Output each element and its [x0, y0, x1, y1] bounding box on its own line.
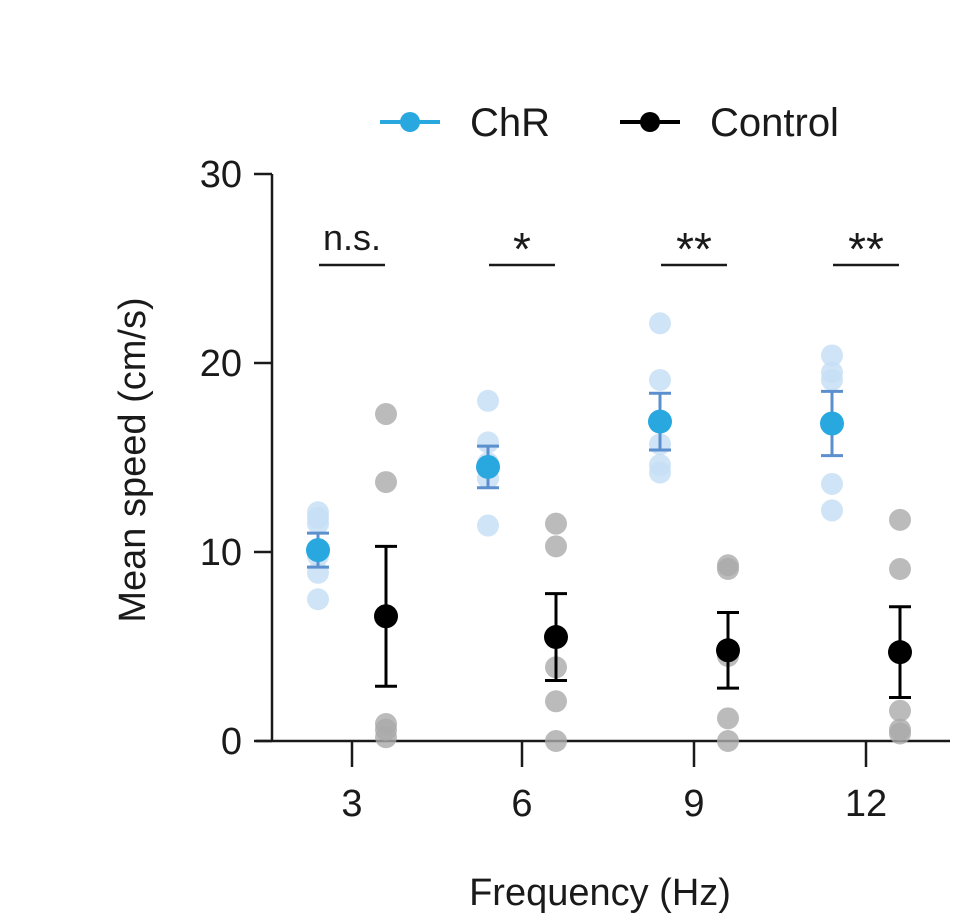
- error-bars: [307, 389, 911, 700]
- legend: ChR Control: [380, 101, 839, 145]
- control-data-point: [545, 535, 567, 558]
- legend-chr-marker: [400, 112, 420, 132]
- mean-markers: [306, 409, 912, 665]
- chr-data-point: [821, 499, 843, 522]
- control-mean-marker: [544, 625, 568, 650]
- y-tick-label: 0: [221, 721, 242, 763]
- chr-mean-marker: [306, 538, 330, 563]
- chr-data-point: [821, 472, 843, 495]
- control-data-point: [889, 508, 911, 531]
- control-mean-marker: [888, 640, 912, 665]
- chr-data-point: [307, 512, 329, 535]
- legend-chr-label: ChR: [470, 101, 550, 145]
- control-mean-marker: [716, 638, 740, 663]
- x-tick-label: 3: [341, 783, 362, 825]
- control-data-point: [717, 558, 739, 581]
- x-axis-title: Frequency (Hz): [469, 872, 731, 914]
- control-data-point: [889, 558, 911, 581]
- x-tick-label: 6: [511, 783, 532, 825]
- chr-mean-marker: [476, 454, 500, 479]
- control-data-point: [889, 722, 911, 745]
- chr-data-point: [821, 369, 843, 392]
- chr-data-point: [649, 461, 671, 484]
- control-data-point: [717, 707, 739, 730]
- control-data-point: [375, 403, 397, 426]
- control-data-point: [375, 726, 397, 749]
- y-tick-label: 30: [200, 154, 242, 196]
- significance-label: **: [676, 223, 712, 275]
- significance-markers: n.s. * ** **: [319, 217, 899, 275]
- chr-data-point: [477, 514, 499, 537]
- control-data-point: [717, 730, 739, 752]
- control-data-point: [545, 512, 567, 535]
- significance-label: **: [848, 223, 884, 275]
- chr-data-point: [477, 431, 499, 454]
- individual-points: [307, 312, 911, 752]
- control-data-point: [545, 730, 567, 752]
- control-data-point: [889, 699, 911, 722]
- x-ticks: 3 6 9 12: [341, 741, 887, 825]
- x-tick-label: 12: [845, 783, 887, 825]
- chr-data-point: [649, 312, 671, 335]
- y-tick-label: 20: [200, 343, 242, 385]
- x-tick-label: 9: [683, 783, 704, 825]
- legend-control-marker: [640, 112, 660, 132]
- y-axis-title: Mean speed (cm/s): [112, 297, 154, 622]
- chr-data-point: [307, 588, 329, 611]
- y-tick-label: 10: [200, 532, 242, 574]
- control-mean-marker: [374, 604, 398, 629]
- chr-data-point: [649, 369, 671, 392]
- y-ticks: 0 10 20 30: [200, 154, 272, 763]
- chr-data-point: [477, 389, 499, 412]
- chr-mean-marker: [648, 409, 672, 434]
- control-data-point: [545, 690, 567, 713]
- chr-data-point: [821, 344, 843, 367]
- significance-label: n.s.: [323, 217, 381, 258]
- chr-mean-marker: [820, 411, 844, 436]
- legend-control-label: Control: [710, 101, 839, 145]
- significance-label: *: [513, 223, 531, 275]
- control-data-point: [375, 471, 397, 494]
